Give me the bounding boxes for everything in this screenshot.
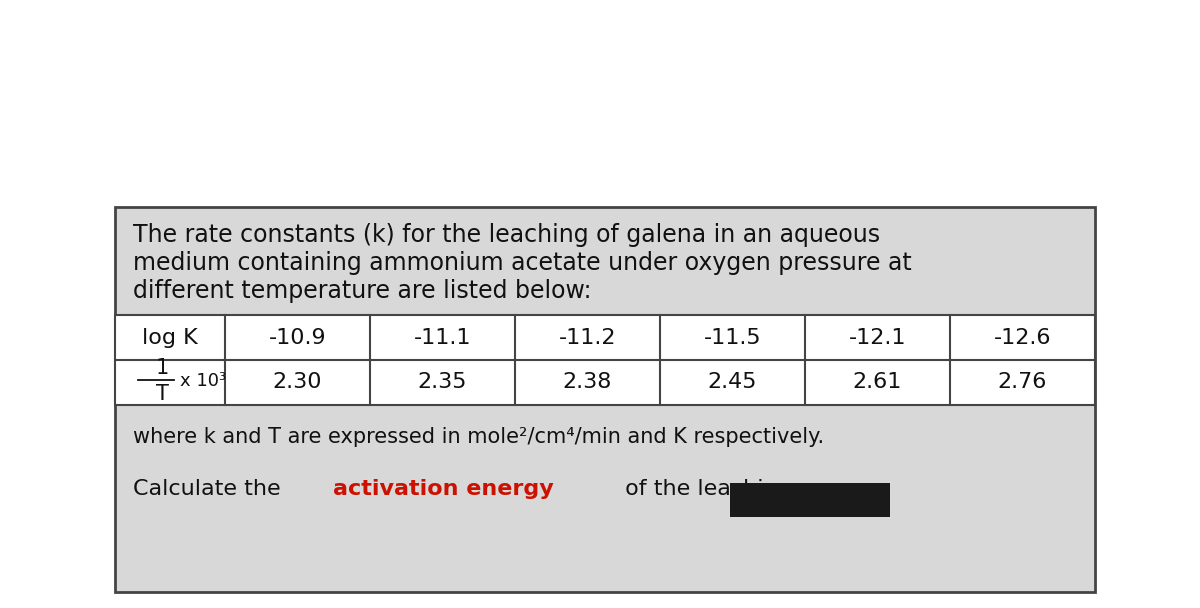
Text: x 10³: x 10³ xyxy=(180,371,226,390)
Text: where k and T are expressed in mole²/cm⁴/min and K respectively.: where k and T are expressed in mole²/cm⁴… xyxy=(133,427,824,447)
Text: -11.2: -11.2 xyxy=(559,328,617,348)
Text: log K: log K xyxy=(142,328,198,348)
Text: 2.30: 2.30 xyxy=(272,373,323,393)
Text: activation energy: activation energy xyxy=(332,479,553,499)
Text: medium containing ammonium acetate under oxygen pressure at: medium containing ammonium acetate under… xyxy=(133,251,912,275)
Text: The rate constants (k) for the leaching of galena in an aqueous: The rate constants (k) for the leaching … xyxy=(133,223,880,247)
Text: -10.9: -10.9 xyxy=(269,328,326,348)
Text: 2.35: 2.35 xyxy=(418,373,467,393)
Text: T: T xyxy=(156,384,168,404)
Text: 1: 1 xyxy=(155,359,169,379)
Text: -11.1: -11.1 xyxy=(414,328,472,348)
Text: of the leaching process.: of the leaching process. xyxy=(618,479,892,499)
FancyBboxPatch shape xyxy=(730,483,890,517)
Text: -12.6: -12.6 xyxy=(994,328,1051,348)
FancyBboxPatch shape xyxy=(115,207,1096,592)
Text: 2.76: 2.76 xyxy=(998,373,1048,393)
FancyBboxPatch shape xyxy=(115,315,1096,405)
Text: different temperature are listed below:: different temperature are listed below: xyxy=(133,279,592,303)
Text: 2.45: 2.45 xyxy=(708,373,757,393)
Text: -12.1: -12.1 xyxy=(848,328,906,348)
Text: Calculate the: Calculate the xyxy=(133,479,288,499)
Text: -11.5: -11.5 xyxy=(703,328,761,348)
Text: 2.38: 2.38 xyxy=(563,373,612,393)
Text: 2.61: 2.61 xyxy=(853,373,902,393)
